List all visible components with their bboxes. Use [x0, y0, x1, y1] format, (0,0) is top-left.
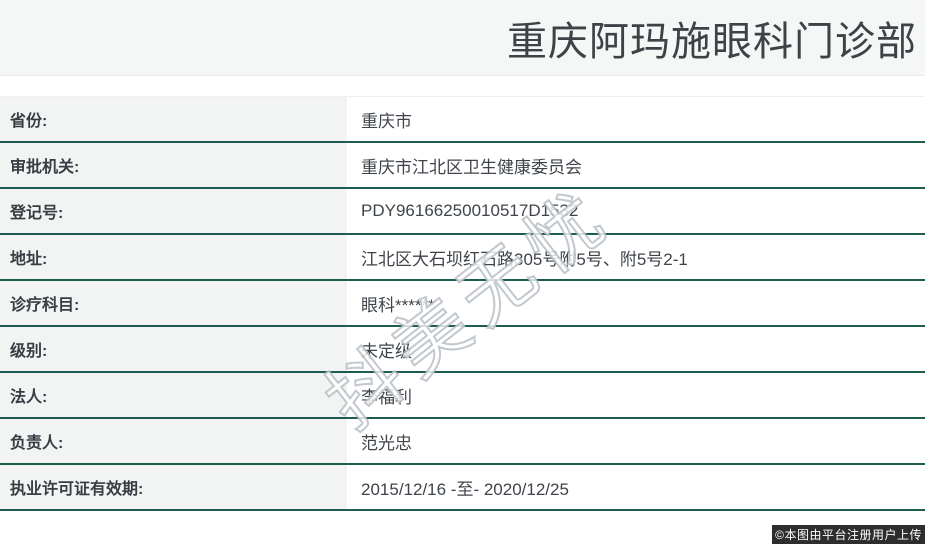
- table-row-person-in-charge: 负责人: 范光忠: [0, 419, 925, 465]
- table-row-license-validity: 执业许可证有效期: 2015/12/16 -至- 2020/12/25: [0, 465, 925, 511]
- row-label: 诊疗科目:: [0, 281, 347, 325]
- page-title: 重庆阿玛施眼科门诊部: [507, 19, 917, 64]
- table-row-registration-number: 登记号: PDY96166250010517D1532: [0, 189, 925, 235]
- row-label: 登记号:: [0, 189, 347, 233]
- row-label: 执业许可证有效期:: [0, 465, 347, 509]
- row-label: 法人:: [0, 373, 347, 417]
- table-row-treatment-subjects: 诊疗科目: 眼科******: [0, 281, 925, 327]
- row-label: 审批机关:: [0, 143, 347, 187]
- row-value: PDY96166250010517D1532: [347, 189, 925, 233]
- row-value: 重庆市: [347, 97, 925, 141]
- clinic-info-table: 省份: 重庆市 审批机关: 重庆市江北区卫生健康委员会 登记号: PDY9616…: [0, 96, 925, 511]
- table-row-approval-authority: 审批机关: 重庆市江北区卫生健康委员会: [0, 143, 925, 189]
- page-header: 重庆阿玛施眼科门诊部: [0, 0, 925, 76]
- table-row-province: 省份: 重庆市: [0, 97, 925, 143]
- table-row-level: 级别: 未定级: [0, 327, 925, 373]
- table-row-legal-person: 法人: 李福利: [0, 373, 925, 419]
- row-value: 眼科******: [347, 281, 925, 325]
- row-label: 地址:: [0, 235, 347, 279]
- row-value: 范光忠: [347, 419, 925, 463]
- row-label: 级别:: [0, 327, 347, 371]
- attribution-badge: ©本图由平台注册用户上传: [772, 525, 925, 544]
- row-value: 江北区大石坝红石路305号附5号、附5号2-1: [347, 235, 925, 279]
- row-label: 省份:: [0, 97, 347, 141]
- row-value: 李福利: [347, 373, 925, 417]
- row-value: 2015/12/16 -至- 2020/12/25: [347, 465, 925, 509]
- row-value: 未定级: [347, 327, 925, 371]
- row-value: 重庆市江北区卫生健康委员会: [347, 143, 925, 187]
- row-label: 负责人:: [0, 419, 347, 463]
- table-row-address: 地址: 江北区大石坝红石路305号附5号、附5号2-1: [0, 235, 925, 281]
